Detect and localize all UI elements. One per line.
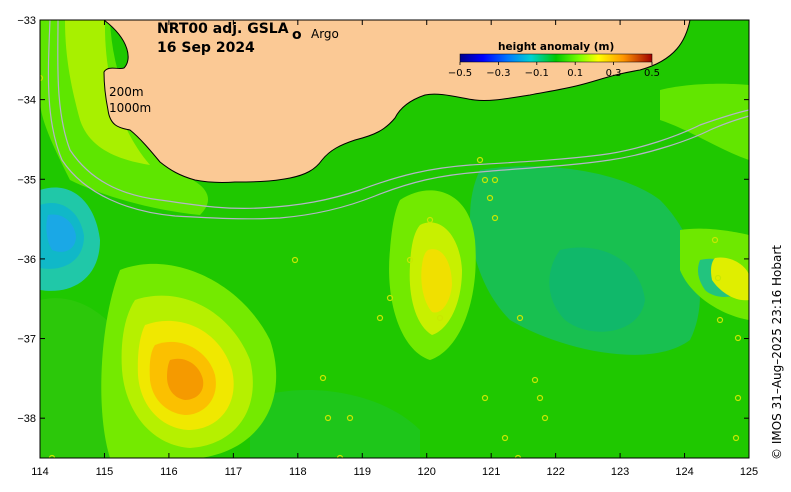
argo-float-marker (734, 394, 742, 402)
colorbar-tick-label: 0.3 (606, 68, 622, 79)
lon-tick-label: 117 (225, 466, 243, 478)
map-plot-area: NRT00 adj. GSLA 16 Sep 2024 o Argo 200m … (40, 20, 749, 458)
plot-frame (39, 19, 750, 459)
lat-tick-label: −38 (17, 413, 36, 425)
lon-tick-label: 122 (546, 466, 564, 478)
lon-tick-label: 125 (740, 466, 758, 478)
lon-tick-label: 114 (31, 466, 49, 478)
lon-tick-label: 123 (611, 466, 629, 478)
band-gold-offshore-ridge (421, 249, 452, 313)
argo-float-marker (291, 256, 299, 264)
argo-float-marker (48, 454, 56, 458)
lat-tick-label: −35 (17, 174, 36, 186)
lat-tick-label: −33 (17, 15, 36, 27)
colorbar-gradient (459, 53, 653, 63)
argo-float-marker (491, 214, 499, 222)
argo-float-marker (406, 256, 414, 264)
argo-float-marker (711, 236, 719, 244)
colorbar-title: height anomaly (m) (498, 41, 614, 53)
lon-tick-label: 115 (96, 466, 114, 478)
argo-float-marker (491, 176, 499, 184)
map-title-line2: 16 Sep 2024 (157, 40, 255, 56)
argo-float-marker (734, 334, 742, 342)
argo-legend-marker: o (292, 27, 302, 43)
argo-float-marker (732, 434, 740, 442)
band-lime-ne (660, 83, 749, 160)
isobath-1000m-label: 1000m (109, 101, 151, 115)
argo-float-marker (476, 156, 484, 164)
argo-float-marker (501, 434, 509, 442)
argo-float-marker (319, 374, 327, 382)
argo-float-marker (40, 74, 44, 82)
argo-float-marker (481, 176, 489, 184)
lat-tick-label: −37 (17, 334, 36, 346)
colorbar-tick-label: −0.1 (525, 68, 549, 79)
lat-tick-label: −34 (17, 95, 36, 107)
colorbar: height anomaly (m) −0.5 −0.3 −0.1 0.1 0.3 0.5 (448, 41, 660, 79)
anomaly-field (40, 20, 749, 458)
argo-legend-label: Argo (311, 27, 339, 41)
argo-float-marker (336, 454, 344, 458)
isobath-200m-label: 200m (109, 85, 144, 99)
argo-float-marker (376, 314, 384, 322)
band-yellow-ne-eddy (711, 257, 749, 301)
argo-float-markers (40, 74, 742, 458)
lon-tick-label: 124 (675, 466, 693, 478)
colorbar-tick-label: −0.3 (486, 68, 510, 79)
isobath-200m-line (57, 20, 749, 209)
argo-float-marker (426, 216, 434, 224)
argo-float-marker (346, 414, 354, 422)
colorbar-tick-label: −0.5 (448, 68, 472, 79)
axis-ticks: 114 115 116 117 118 119 120 121 122 123 124 125 −33 −… (17, 15, 758, 478)
argo-float-marker (714, 274, 722, 282)
colorbar-tick-label: 0.5 (644, 68, 660, 79)
copyright-notice: © IMOS 31–Aug–2025 23:16 Hobart (770, 245, 784, 460)
lon-tick-label: 118 (289, 466, 307, 478)
argo-float-marker (436, 314, 444, 322)
isobath-1000m-line (47, 20, 749, 220)
lon-tick-label: 120 (418, 466, 436, 478)
colorbar-tick-label: 0.1 (567, 68, 583, 79)
map-title-line1: NRT00 adj. GSLA (157, 21, 289, 37)
lat-tick-label: −36 (17, 254, 36, 266)
argo-float-marker (516, 314, 524, 322)
lon-tick-label: 121 (482, 466, 500, 478)
argo-float-marker (716, 316, 724, 324)
argo-float-marker (514, 454, 522, 458)
lon-tick-label: 116 (160, 466, 178, 478)
lon-tick-label: 119 (353, 466, 371, 478)
argo-float-marker (541, 414, 549, 422)
band-teal-east (549, 247, 645, 332)
argo-float-marker (531, 376, 539, 384)
argo-float-marker (486, 194, 494, 202)
band-blue-west-core (46, 214, 76, 252)
argo-float-marker (386, 294, 394, 302)
band-mid-green-south (250, 390, 420, 458)
band-orange-eddy-core (167, 358, 204, 400)
argo-float-marker (536, 394, 544, 402)
argo-float-marker (324, 414, 332, 422)
argo-float-marker (481, 394, 489, 402)
